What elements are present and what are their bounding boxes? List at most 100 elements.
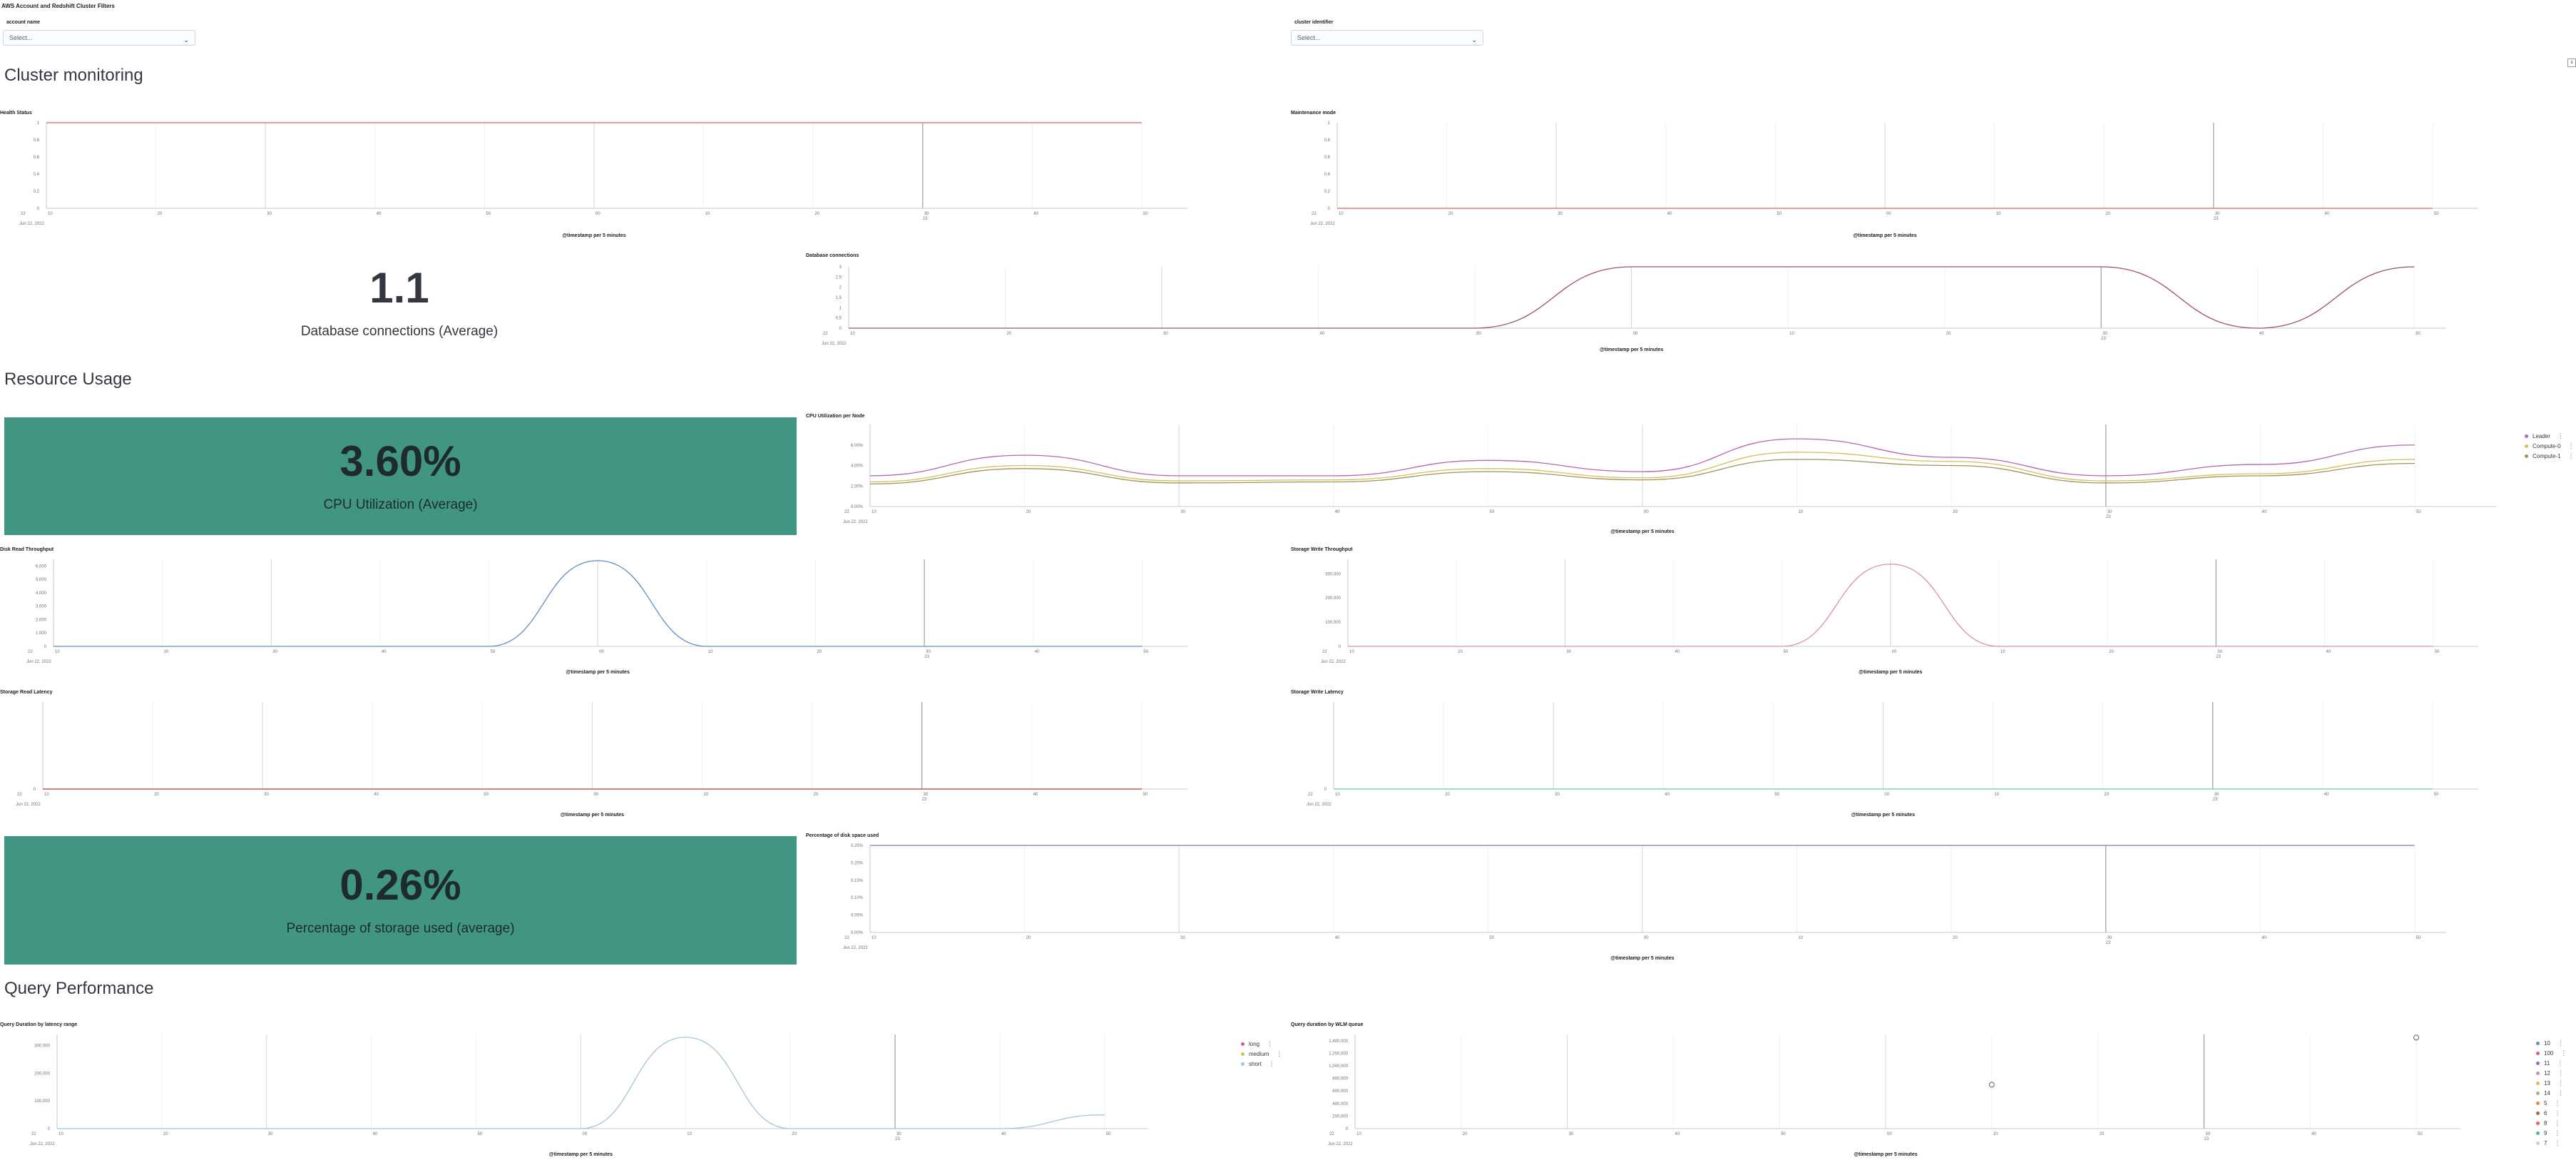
x-tick-label: 20 (792, 1132, 797, 1136)
metric-label: CPU Utilization (Average) (323, 497, 478, 512)
x-hour-marker: 23 (2101, 337, 2106, 341)
x-hour-marker: 23 (922, 798, 927, 802)
legend-item[interactable]: medium ⋮ (1241, 1049, 1282, 1059)
panel-title: Query Duration by latency range (0, 1022, 77, 1027)
scatter-point[interactable] (2413, 1034, 2419, 1041)
x-tick-label: 40 (373, 1132, 378, 1136)
x-tick-label: 40 (1035, 650, 1040, 654)
x-tick-label: 20 (158, 212, 163, 216)
x-hour-marker: 23 (2214, 217, 2219, 221)
legend-item[interactable]: Leader ⋮ (2525, 431, 2575, 441)
metric-label: Percentage of storage used (average) (286, 921, 515, 936)
x-hour-start: 22 (28, 650, 33, 654)
y-tick-label: 200,000 (1332, 1114, 1348, 1119)
x-tick-label: 00 (1884, 793, 1889, 797)
x-axis-label: @timestamp per 5 minutes (1600, 347, 1663, 352)
x-axis-label: @timestamp per 5 minutes (1610, 956, 1674, 961)
x-tick-label: 40 (382, 650, 387, 654)
legend-item[interactable]: 9 ⋮ (2536, 1128, 2567, 1138)
x-tick-label: 40 (377, 212, 382, 216)
x-tick-label: 20 (1445, 793, 1450, 797)
legend-item[interactable]: Compute-1 ⋮ (2525, 451, 2575, 461)
x-tick-label: 40 (2324, 793, 2329, 797)
y-tick-label: 0 (1339, 645, 1341, 649)
legend-item[interactable]: 11 ⋮ (2536, 1058, 2567, 1068)
x-tick-label: 30 (2107, 510, 2112, 514)
account-name-select[interactable]: Select... ⌄ (3, 30, 195, 46)
legend-menu-icon[interactable]: ⋮ (2557, 1089, 2564, 1097)
y-tick-label: 1 (37, 121, 40, 126)
cpu-legend: Leader ⋮ Compute-0 ⋮ Compute-1 ⋮ (2525, 431, 2575, 461)
options-icon[interactable]: ≡ (2567, 58, 2576, 67)
legend-item[interactable]: 12 ⋮ (2536, 1068, 2567, 1078)
y-tick-label: 0.6 (34, 156, 40, 160)
metric-value: 3.60% (339, 437, 461, 485)
legend-menu-icon[interactable]: ⋮ (2560, 1049, 2567, 1057)
legend-item[interactable]: 5 ⋮ (2536, 1098, 2567, 1108)
y-tick-label: 1,400,000 (1329, 1039, 1348, 1044)
legend-item[interactable]: 100 ⋮ (2536, 1048, 2567, 1058)
legend-menu-icon[interactable]: ⋮ (2554, 1099, 2561, 1107)
scatter-point[interactable] (1988, 1082, 1995, 1088)
legend-item[interactable]: 13 ⋮ (2536, 1078, 2567, 1088)
y-tick-label: 1,000 (36, 631, 47, 636)
series-line-short (56, 1037, 1105, 1129)
panel-title: Health Status (0, 111, 32, 116)
x-tick-label: 10 (872, 936, 876, 940)
x-tick-label: 20 (814, 793, 819, 797)
x-tick-label: 20 (163, 1132, 168, 1136)
x-tick-label: 20 (1448, 212, 1453, 216)
legend-menu-icon[interactable]: ⋮ (2567, 452, 2575, 459)
x-tick-label: 50 (1143, 212, 1148, 216)
legend-dot-icon (1241, 1052, 1244, 1056)
x-tick-label: 00 (593, 793, 598, 797)
x-tick-label: 30 (926, 650, 931, 654)
x-tick-label: 00 (1892, 650, 1897, 654)
legend-menu-icon[interactable]: ⋮ (2557, 1079, 2564, 1087)
x-tick-label: 00 (1644, 936, 1649, 940)
storage-write-throughput-panel: Storage Write Throughput 0 100,000 200,000 3… (1291, 544, 2503, 679)
legend-menu-icon[interactable]: ⋮ (2554, 1109, 2561, 1116)
legend-item[interactable]: Compute-0 ⋮ (2525, 441, 2575, 451)
x-hour-start: 22 (823, 332, 828, 336)
y-tick-label: 0.2 (1324, 190, 1331, 194)
diskspace-chart-svg: Percentage of disk space used 0.00% 0.05% 0… (806, 833, 2446, 961)
x-tick-label: 10 (872, 510, 876, 514)
y-tick-label: 200,000 (1325, 596, 1341, 601)
legend-menu-icon[interactable]: ⋮ (2557, 1039, 2564, 1047)
legend-menu-icon[interactable]: ⋮ (2557, 1069, 2564, 1077)
legend-menu-icon[interactable]: ⋮ (2557, 432, 2564, 439)
legend-menu-icon[interactable]: ⋮ (1276, 1049, 1283, 1057)
metric-label: Database connections (Average) (300, 324, 499, 339)
legend-menu-icon[interactable]: ⋮ (2557, 1059, 2564, 1067)
x-tick-label: 10 (1799, 510, 1804, 514)
legend-item[interactable]: 6 ⋮ (2536, 1108, 2567, 1118)
x-axis-label: @timestamp per 5 minutes (1859, 670, 1922, 675)
x-tick-label: 30 (1555, 793, 1560, 797)
x-date-label: Jun 22, 2022 (1328, 1142, 1353, 1146)
x-tick-label: 20 (1458, 650, 1463, 654)
cluster-select-placeholder: Select... (1297, 34, 1321, 41)
legend-menu-icon[interactable]: ⋮ (1267, 1039, 1274, 1047)
x-tick-label: 50 (486, 212, 491, 216)
x-tick-label: 20 (1026, 510, 1031, 514)
legend-menu-icon[interactable]: ⋮ (1268, 1059, 1275, 1067)
legend-menu-icon[interactable]: ⋮ (2554, 1119, 2561, 1126)
x-tick-label: 50 (2434, 793, 2439, 797)
legend-item[interactable]: long ⋮ (1241, 1039, 1282, 1049)
x-tick-label: 30 (924, 212, 929, 216)
legend-item[interactable]: 14 ⋮ (2536, 1088, 2567, 1098)
legend-menu-icon[interactable]: ⋮ (2567, 442, 2575, 449)
cluster-identifier-select[interactable]: Select... ⌄ (1291, 30, 1483, 46)
legend-menu-icon[interactable]: ⋮ (2554, 1139, 2561, 1146)
legend-dot-icon (2536, 1051, 2540, 1055)
legend-item[interactable]: 10 ⋮ (2536, 1038, 2567, 1048)
y-tick-label: 0.4 (34, 173, 40, 177)
y-tick-label: 0 (48, 1127, 51, 1131)
y-tick-label: 0.10% (851, 896, 864, 900)
legend-item[interactable]: short ⋮ (1241, 1059, 1282, 1069)
legend-menu-icon[interactable]: ⋮ (2554, 1129, 2561, 1136)
legend-item[interactable]: 8 ⋮ (2536, 1118, 2567, 1128)
legend-item[interactable]: 7 ⋮ (2536, 1138, 2567, 1148)
x-tick-label: 40 (1335, 936, 1340, 940)
